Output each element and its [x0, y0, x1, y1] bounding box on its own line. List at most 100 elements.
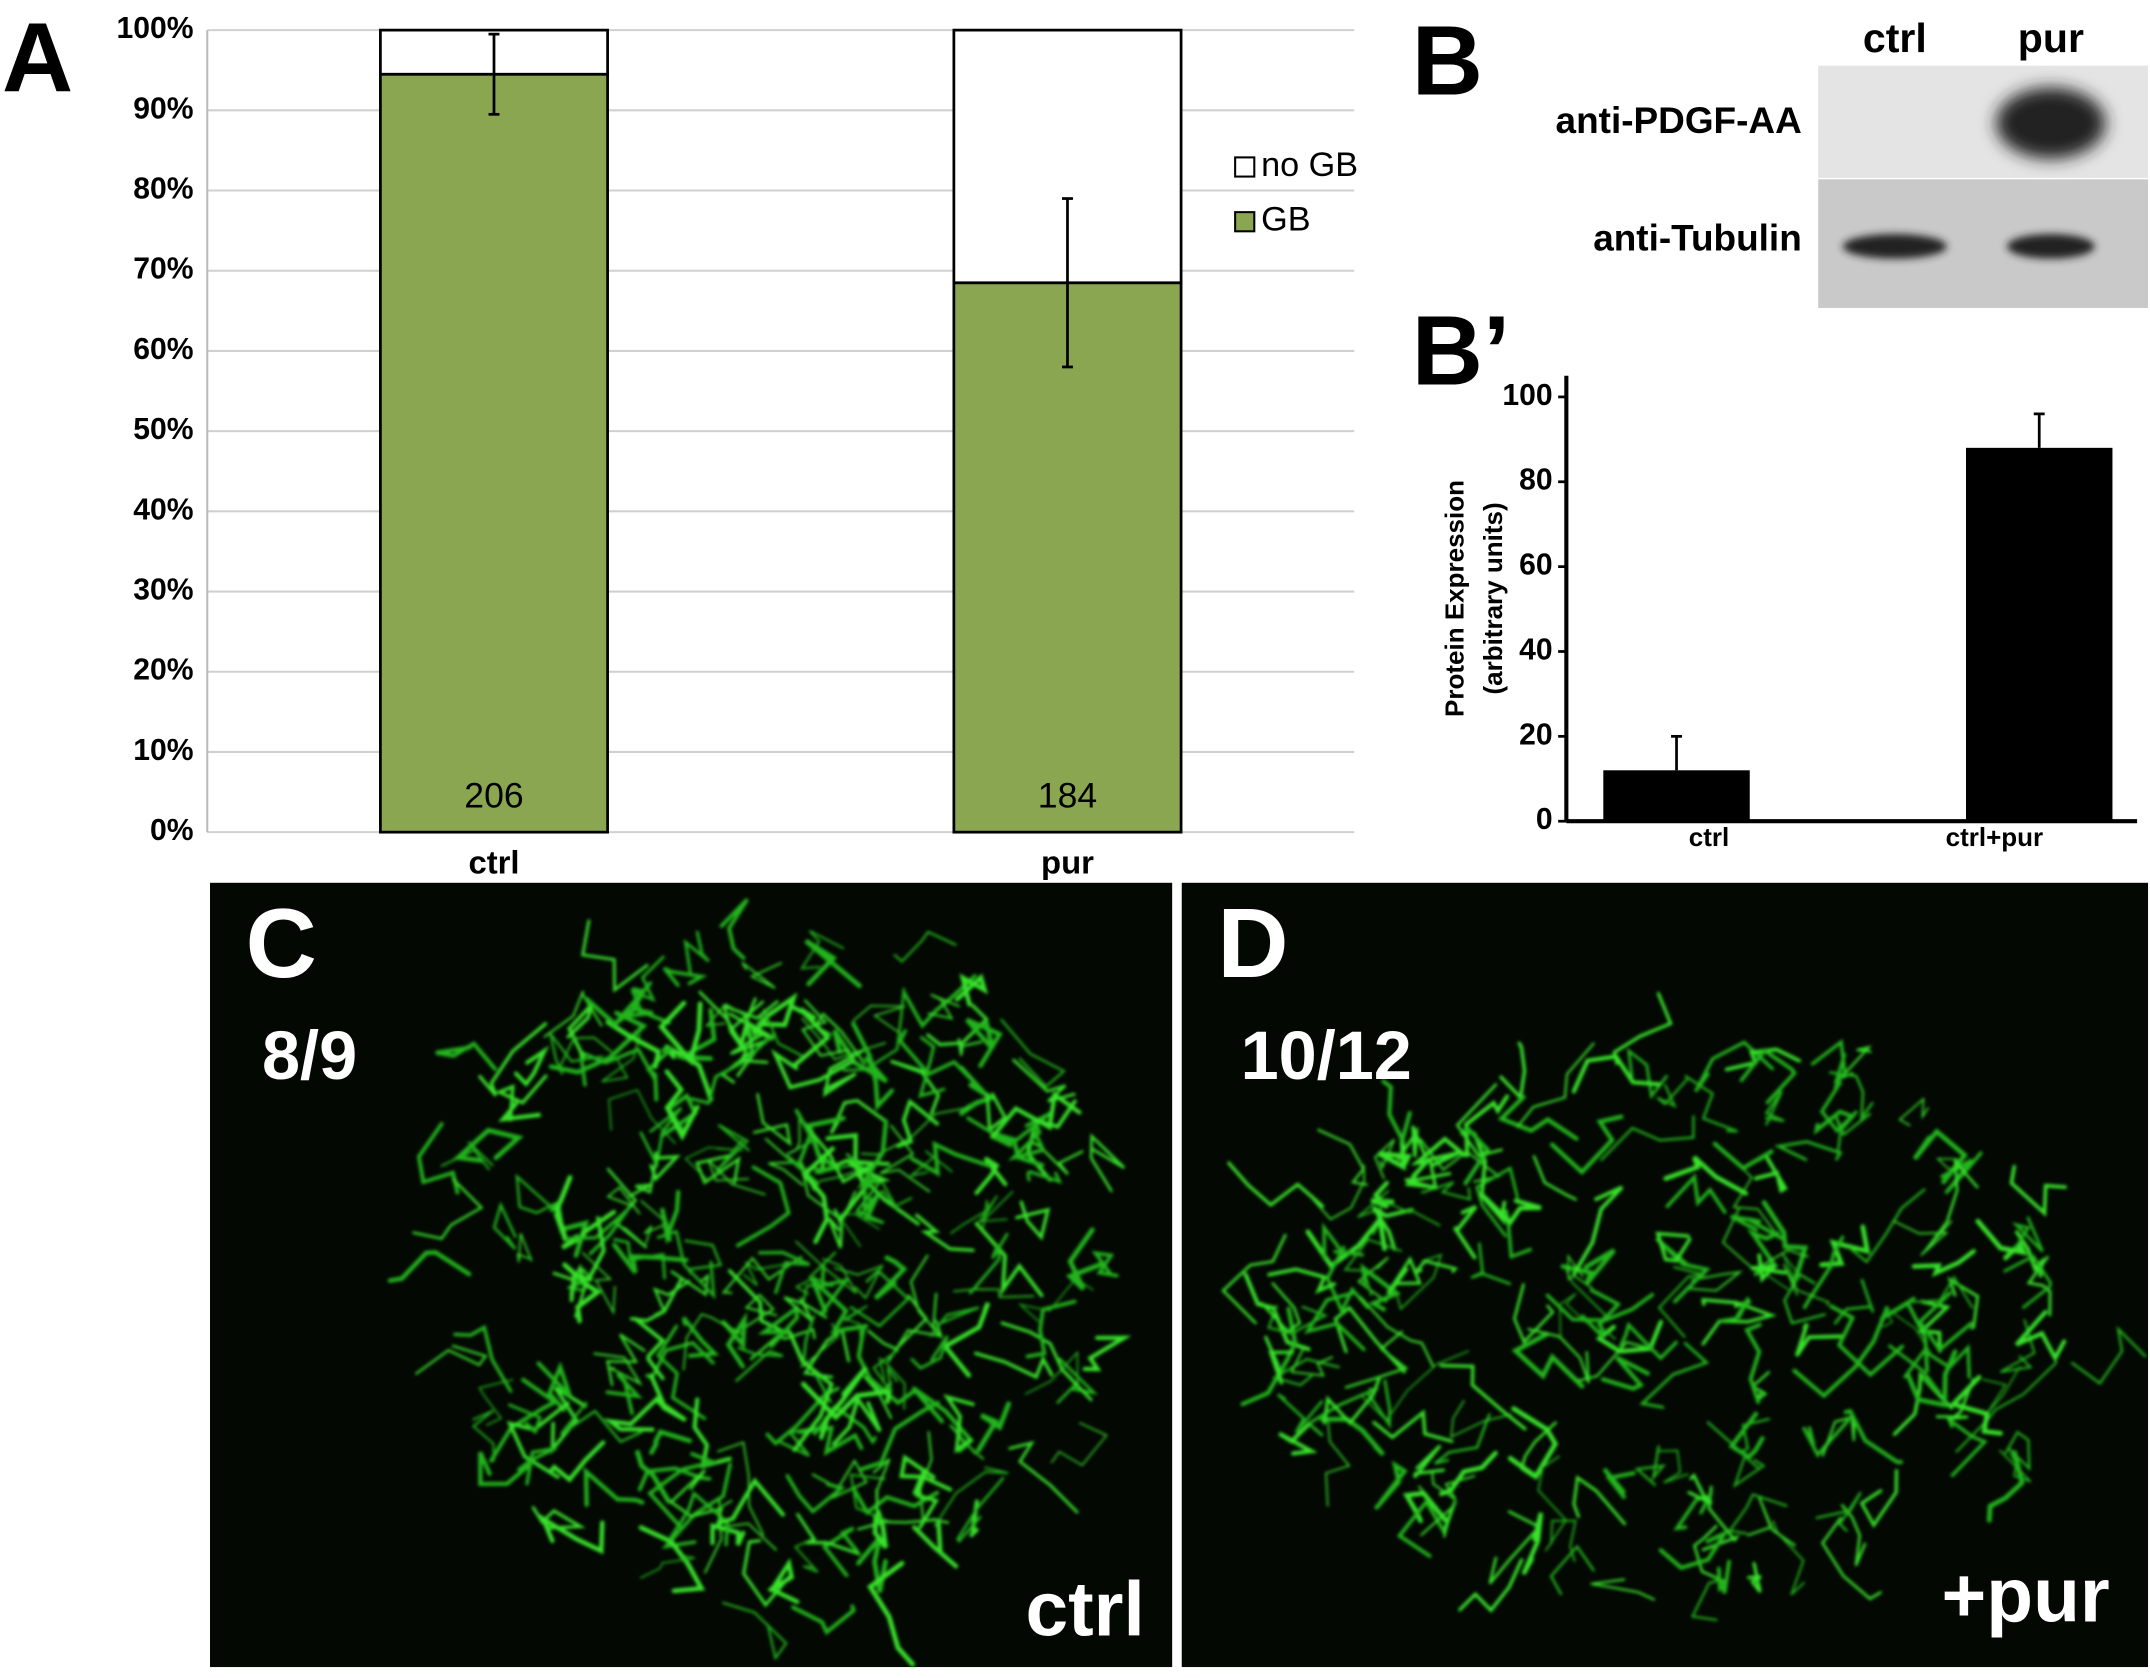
micrograph-fiber: [638, 1525, 706, 1594]
micrograph-fiber: [531, 1506, 586, 1530]
micrograph-fiber: [1439, 1363, 1527, 1431]
micrograph-fiber: [851, 1021, 895, 1112]
micrograph-fiber: [508, 1403, 542, 1435]
legend-label: no GB: [1261, 146, 1358, 184]
micrograph-fiber: [1303, 1291, 1366, 1352]
micrograph-fiber: [1015, 1200, 1051, 1241]
micrograph-fiber: [1810, 1038, 1847, 1085]
micrograph-fiber: [1655, 1231, 1692, 1263]
micrograph-fiber: [1747, 1496, 1796, 1547]
micrograph-fiber: [1309, 1164, 1366, 1221]
micrograph-fiber: [1728, 1411, 1765, 1460]
micrograph-fiber: [603, 1396, 660, 1432]
micrograph-fiber: [717, 1441, 765, 1536]
micrograph-fiber: [606, 1186, 641, 1215]
micrograph-fiber: [1512, 1283, 1555, 1345]
micrograph-fiber: [857, 1518, 950, 1531]
micrograph-fiber: [440, 1141, 494, 1171]
micrograph-fiber: [2004, 1430, 2031, 1472]
micrograph-fiber: [800, 1119, 876, 1184]
micrograph-fiber: [495, 1074, 548, 1122]
micrograph-fiber: [581, 1252, 616, 1316]
micrograph-fiber: [515, 1173, 557, 1215]
micrograph-fiber: [842, 987, 906, 1072]
micrograph-fiber: [1911, 1249, 1976, 1278]
micrograph-fiber: [1802, 1235, 1845, 1310]
y-tick-label: 80: [1519, 464, 1553, 497]
bar-annotation: 206: [464, 775, 523, 815]
micrograph-fiber: [742, 1539, 793, 1608]
micrograph-fiber: [1783, 1272, 1826, 1325]
micrograph-fiber: [954, 973, 989, 1007]
micrograph-fiber: [1370, 1180, 1395, 1209]
micrograph-fiber: [1475, 1166, 1519, 1238]
micrograph-fiber: [1794, 1322, 1845, 1357]
micrograph-fiber: [1917, 1291, 1973, 1353]
micrograph-fiber: [899, 1454, 953, 1492]
micrograph-fiber: [896, 1098, 940, 1148]
micrograph-fiber: [801, 1146, 835, 1245]
micrograph-fiber: [785, 1474, 846, 1515]
micrograph-fiber: [990, 1091, 1082, 1139]
micrograph-fiber: [552, 1263, 587, 1318]
micrograph-fiber: [1655, 1237, 1711, 1304]
micrograph-fiber: [890, 1059, 941, 1116]
micrograph-fiber: [933, 1466, 1009, 1527]
micrograph-fiber: [1516, 1042, 1595, 1128]
micrograph-fiber: [1764, 1090, 1785, 1126]
micrograph-fiber: [741, 961, 783, 989]
micrograph-fiber: [849, 1473, 892, 1524]
micrograph-fiber: [1000, 1321, 1093, 1402]
micrograph-fiber: [2026, 1255, 2052, 1317]
micrograph-fiber: [1724, 1047, 1802, 1072]
micrograph-fiber: [1692, 1524, 1728, 1584]
micrograph-fiber: [968, 1232, 1009, 1295]
y-tick-label: 60%: [133, 333, 193, 366]
micrograph-fiber: [804, 938, 862, 989]
micrograph-fiber: [786, 1108, 820, 1186]
micrograph-fiber: [1396, 1125, 1426, 1161]
micrograph-fiber: [1619, 1321, 1678, 1361]
micrograph-fiber: [912, 1467, 939, 1530]
blot-band: [1996, 87, 2106, 159]
micrograph-fiber: [1955, 1361, 2058, 1453]
micrograph-fiber: [1833, 1278, 1875, 1325]
micrograph-fiber: [1761, 1200, 1809, 1280]
micrograph-fiber: [1371, 1205, 1414, 1251]
micrograph-fiber: [1888, 1344, 1942, 1395]
micrograph-fiber: [1404, 1158, 1452, 1191]
micrograph-fiber: [684, 1146, 743, 1181]
micrograph-fiber: [1439, 1450, 1498, 1497]
micrograph-fiber: [478, 1451, 531, 1487]
y-tick-label: 40%: [133, 493, 193, 526]
micrograph-fiber: [1843, 1408, 1904, 1465]
micrograph-fiber: [593, 1352, 643, 1386]
bar-segment: [379, 72, 609, 834]
micrograph-fiber: [852, 1005, 906, 1036]
micrograph-fiber: [682, 1313, 742, 1371]
micrograph-fiber: [605, 1372, 643, 1416]
micrograph-fiber: [559, 1401, 643, 1444]
micrograph-fiber: [549, 1033, 604, 1075]
micrograph-fiber: [1414, 1259, 1458, 1275]
x-tick-label: ctrl: [1689, 822, 1729, 852]
micrograph-fiber: [628, 1161, 657, 1198]
micrograph-fiber: [715, 1499, 777, 1551]
micrograph-fiber: [698, 990, 769, 1064]
y-tick-label: 70%: [133, 253, 193, 286]
legend-swatch: [1234, 156, 1256, 178]
micrograph-fiber: [1413, 1444, 1445, 1479]
micrograph-fiber: [1898, 1097, 1929, 1127]
row-label: anti-PDGF-AA: [1556, 100, 1802, 141]
micrograph-fiber: [647, 1452, 720, 1528]
micrograph-fiber: [974, 1221, 1044, 1298]
micrograph-fiber: [1374, 1138, 1396, 1180]
micrograph-fiber: [608, 1089, 676, 1145]
micrograph-fiber: [1520, 1421, 1557, 1479]
micrograph-fiber: [558, 1036, 613, 1070]
micrograph-fiber: [1559, 1292, 1587, 1339]
panel-letter: D: [1217, 888, 1288, 998]
micrograph-fiber: [798, 1425, 864, 1457]
micrograph-fiber: [639, 1555, 696, 1579]
